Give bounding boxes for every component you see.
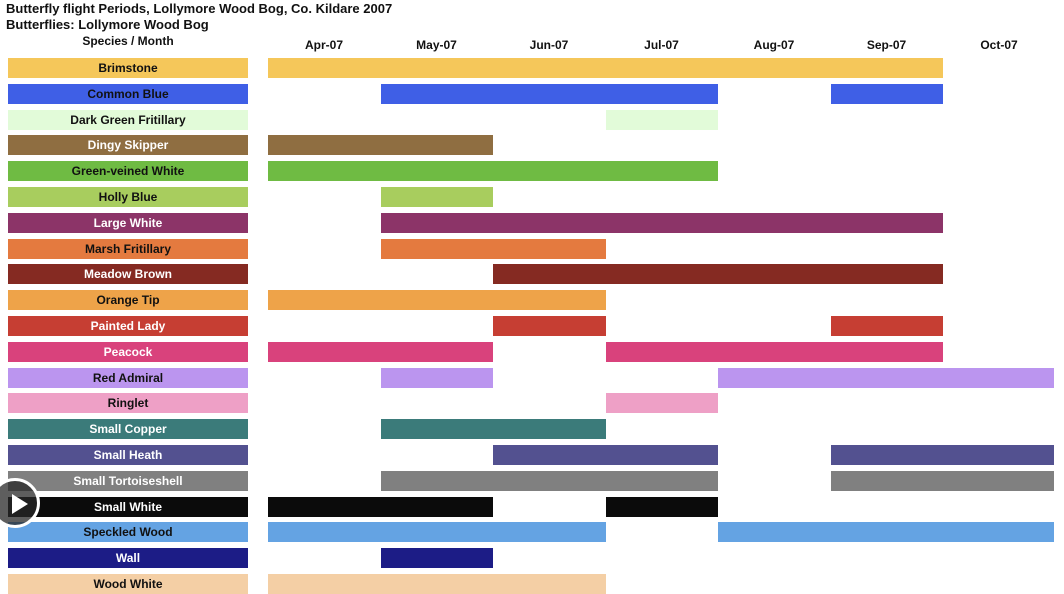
play-button[interactable] bbox=[0, 478, 40, 528]
flight-period-bar bbox=[380, 212, 943, 233]
flight-period-bar bbox=[493, 445, 718, 465]
species-label: Holly Blue bbox=[8, 187, 248, 207]
month-label: Jul-07 bbox=[644, 38, 679, 52]
month-label: Sep-07 bbox=[866, 38, 907, 52]
flight-period-bar bbox=[380, 548, 493, 569]
species-label: Wall bbox=[8, 548, 248, 569]
flight-period-bar bbox=[493, 316, 606, 336]
flight-period-bar bbox=[268, 58, 943, 78]
species-label: Brimstone bbox=[8, 58, 248, 78]
species-label: Dingy Skipper bbox=[8, 135, 248, 156]
play-icon bbox=[12, 494, 28, 514]
flight-period-bar bbox=[268, 341, 493, 362]
flight-period-bar bbox=[268, 522, 606, 543]
flight-period-bar bbox=[605, 341, 943, 362]
species-label: Peacock bbox=[8, 341, 248, 362]
flight-period-bar bbox=[718, 522, 1054, 543]
species-label: Speckled Wood bbox=[8, 522, 248, 543]
flight-period-bar bbox=[268, 496, 493, 517]
species-label: Ringlet bbox=[8, 393, 248, 414]
species-label: Dark Green Fritillary bbox=[8, 109, 248, 130]
species-label: Red Admiral bbox=[8, 367, 248, 388]
species-label: Marsh Fritillary bbox=[8, 238, 248, 259]
flight-period-bar bbox=[268, 290, 606, 311]
flight-period-bar bbox=[605, 393, 718, 414]
flight-period-bar bbox=[268, 135, 493, 156]
month-label: Apr-07 bbox=[304, 38, 343, 52]
species-label: Orange Tip bbox=[8, 290, 248, 311]
flight-period-bar bbox=[830, 445, 1054, 465]
flight-period-bar bbox=[268, 574, 606, 594]
flight-period-bar bbox=[380, 367, 493, 388]
month-label: Aug-07 bbox=[753, 38, 795, 52]
species-label: Green-veined White bbox=[8, 161, 248, 182]
month-label: May-07 bbox=[416, 38, 457, 52]
species-label: Small Heath bbox=[8, 445, 248, 465]
species-label: Small Tortoiseshell bbox=[8, 470, 248, 491]
chart-subtitle: Butterflies: Lollymore Wood Bog bbox=[6, 17, 209, 32]
flight-period-bar bbox=[830, 316, 943, 336]
flight-period-bar bbox=[493, 264, 943, 285]
species-label: Small Copper bbox=[8, 419, 248, 440]
flight-period-bar bbox=[605, 109, 718, 130]
species-label: Common Blue bbox=[8, 83, 248, 104]
month-label: Oct-07 bbox=[980, 38, 1018, 52]
flight-period-bar bbox=[380, 238, 606, 259]
flight-period-bar bbox=[380, 187, 493, 207]
flight-period-bar bbox=[380, 83, 718, 104]
flight-period-bar bbox=[830, 83, 943, 104]
flight-period-bar bbox=[380, 470, 718, 491]
species-label: Large White bbox=[8, 212, 248, 233]
species-column-header: Species / Month bbox=[82, 34, 174, 48]
flight-period-bar bbox=[718, 367, 1054, 388]
species-label: Meadow Brown bbox=[8, 264, 248, 285]
flight-period-bar bbox=[268, 161, 718, 182]
month-label: Jun-07 bbox=[529, 38, 569, 52]
flight-period-bar bbox=[605, 496, 718, 517]
flight-period-bar bbox=[830, 470, 1054, 491]
species-label: Painted Lady bbox=[8, 316, 248, 336]
species-label: Wood White bbox=[8, 574, 248, 594]
species-label: Small White bbox=[8, 496, 248, 517]
chart-title: Butterfly flight Periods, Lollymore Wood… bbox=[6, 1, 393, 16]
flight-period-bar bbox=[380, 419, 606, 440]
